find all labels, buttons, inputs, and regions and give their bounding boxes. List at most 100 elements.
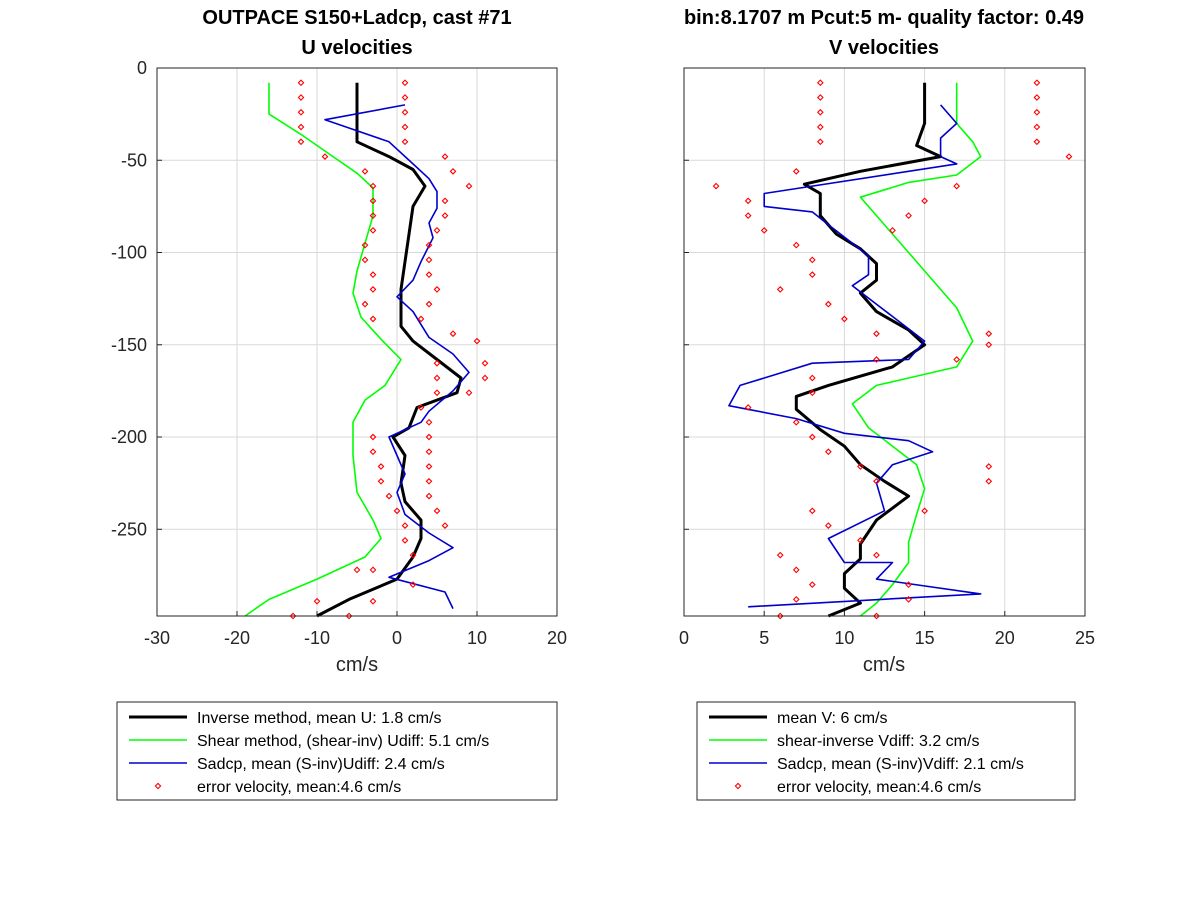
x-tick-label: 20 [547,628,567,648]
error-velocity-point [401,123,409,131]
legend-v: mean V: 6 cm/s shear-inverse Vdiff: 3.2 c… [696,701,1076,801]
error-velocity-point [824,448,832,456]
error-velocity-point [377,477,385,485]
error-velocity-point [425,433,433,441]
error-velocity-point [985,341,993,349]
error-velocity-point [289,612,297,620]
error-velocity-point [905,212,912,219]
y-tick-label: -50 [121,150,147,170]
chart-subtitle-u: U velocities [301,37,412,59]
axes-frame-u [156,67,558,617]
error-velocity-point [744,404,752,411]
error-velocity-point [321,153,329,160]
error-velocity-point [873,551,880,559]
tick-labels-u: -30 -20 -10 0 10 200-50-100-150-200-250 [111,58,567,648]
error-velocity-point [377,463,385,470]
error-velocity-point [369,566,377,574]
shear-series-line [851,82,982,617]
error-velocity-point [361,241,369,249]
legend-label-shear: shear-inverse Vdiff: 3.2 cm/s [777,733,979,750]
error-velocity-point [297,94,305,101]
legend-u: Inverse method, mean U: 1.8 cm/s Shear me… [116,701,558,801]
error-velocity-point [889,226,896,234]
error-velocity-point [441,197,449,205]
sadcp-series-line [324,104,470,609]
error-velocity-point [776,612,784,620]
error-velocity-point [361,300,369,308]
error-velocity-point [1033,123,1041,131]
error-velocity-point [873,612,880,620]
error-velocity-point [808,433,816,441]
error-velocity-point [816,123,824,131]
y-tick-label: -250 [111,519,147,539]
error-velocity-point [425,477,433,485]
error-velocity-point [873,330,880,338]
error-velocity-point [816,138,824,146]
error-velocity-point [369,212,377,219]
error-velocity-point [425,256,433,264]
error-velocity-point [369,448,377,456]
error-velocity-point [361,167,369,175]
error-velocity-point [433,359,441,367]
error-velocity-point [1033,138,1041,146]
error-velocity-point [808,507,816,515]
error-velocity-point [425,463,433,470]
error-velocity-point [353,566,361,574]
error-velocity-point [417,404,425,411]
x-tick-label: -20 [224,628,250,648]
x-tick-label: 15 [915,628,935,648]
error-velocity-point [841,315,848,323]
inverse-series-line [316,82,463,618]
error-velocity-point [369,315,377,323]
error-velocity-point [824,300,832,308]
plot-area-v [712,79,1073,620]
error-velocity-point [425,448,433,456]
error-velocity-point [816,94,824,101]
x-axis-label-v: cm/s [863,654,905,676]
error-velocity-point [425,418,433,426]
u-velocity-chart: OUTPACE S150+Ladcp, cast #71 U velocitie… [111,7,567,801]
error-velocity-point [857,463,864,470]
axes-frame-v [683,67,1086,617]
error-velocity-point [473,337,481,345]
error-velocity-point [369,197,377,205]
y-tick-label: -150 [111,335,147,355]
legend-marker-error [734,782,742,790]
plot-area-u [244,79,489,620]
error-velocity-point [409,551,417,559]
error-velocity-point [401,108,409,116]
x-tick-label: 5 [759,628,769,648]
error-velocity-point [369,597,377,605]
error-velocity-point [873,477,880,485]
x-tick-label: 10 [834,628,854,648]
sadcp-series-line [728,104,982,608]
error-velocity-point [808,581,816,589]
error-velocity-point [808,374,816,382]
x-tick-label: 10 [467,628,487,648]
error-velocity-point [425,271,433,279]
error-velocity-point [985,330,993,338]
error-velocity-point [985,463,993,470]
error-velocity-point [953,182,961,190]
error-velocity-point [776,551,784,559]
error-velocity-point [816,79,824,87]
error-velocity-point [857,536,864,544]
error-velocity-point [401,79,409,87]
error-velocity-point [345,612,353,620]
error-velocity-point [433,374,441,382]
error-velocity-point [792,596,800,603]
error-velocity-point [361,256,369,264]
v-velocity-chart: bin:8.1707 m Pcut:5 m- quality factor: 0… [679,7,1095,801]
error-velocity-point [409,581,417,589]
legend-label-sadcp: Sadcp, mean (S-inv)Vdiff: 2.1 cm/s [777,756,1024,773]
error-velocity-point [297,138,305,146]
error-velocity-point [953,356,961,363]
error-velocity-point [921,507,928,515]
error-velocity-point [369,433,377,441]
error-velocity-point [465,389,473,397]
error-velocity-point [449,167,457,175]
chart-title-u: OUTPACE S150+Ladcp, cast #71 [202,7,511,29]
error-velocity-point [712,182,720,190]
error-velocity-point [1033,94,1041,101]
